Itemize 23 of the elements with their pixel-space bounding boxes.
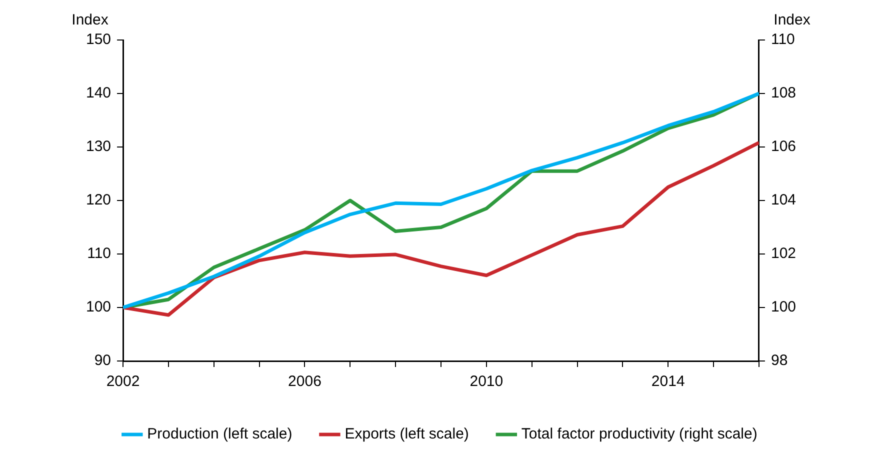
legend-label: Exports (left scale): [344, 426, 469, 443]
x-tick-label: 2010: [470, 373, 504, 390]
legend-label: Production (left scale): [147, 426, 292, 443]
y2-tick-label: 100: [770, 298, 796, 316]
y-tick-label: 140: [86, 84, 112, 102]
y-tick-label: 110: [87, 245, 112, 262]
y-axis-title: Index: [72, 12, 109, 29]
x-tick-label: 2006: [288, 373, 322, 390]
y-tick-label: 90: [94, 352, 112, 370]
y2-tick-label: 110: [770, 31, 795, 48]
y2-axis-title: Index: [774, 12, 811, 29]
legend-label: Total factor productivity (right scale): [521, 426, 758, 443]
y2-tick-label: 98: [770, 352, 788, 370]
x-tick-label: 2002: [106, 373, 140, 390]
y2-tick-label: 108: [770, 84, 796, 102]
y2-tick-label: 106: [770, 138, 796, 156]
y-tick-label: 100: [86, 298, 112, 316]
y-tick-label: 150: [86, 31, 112, 48]
y-tick-label: 120: [86, 192, 112, 209]
y2-tick-label: 102: [770, 245, 796, 262]
y-tick-label: 130: [86, 138, 112, 156]
x-tick-label: 2014: [651, 373, 685, 390]
y2-tick-label: 104: [770, 192, 796, 209]
